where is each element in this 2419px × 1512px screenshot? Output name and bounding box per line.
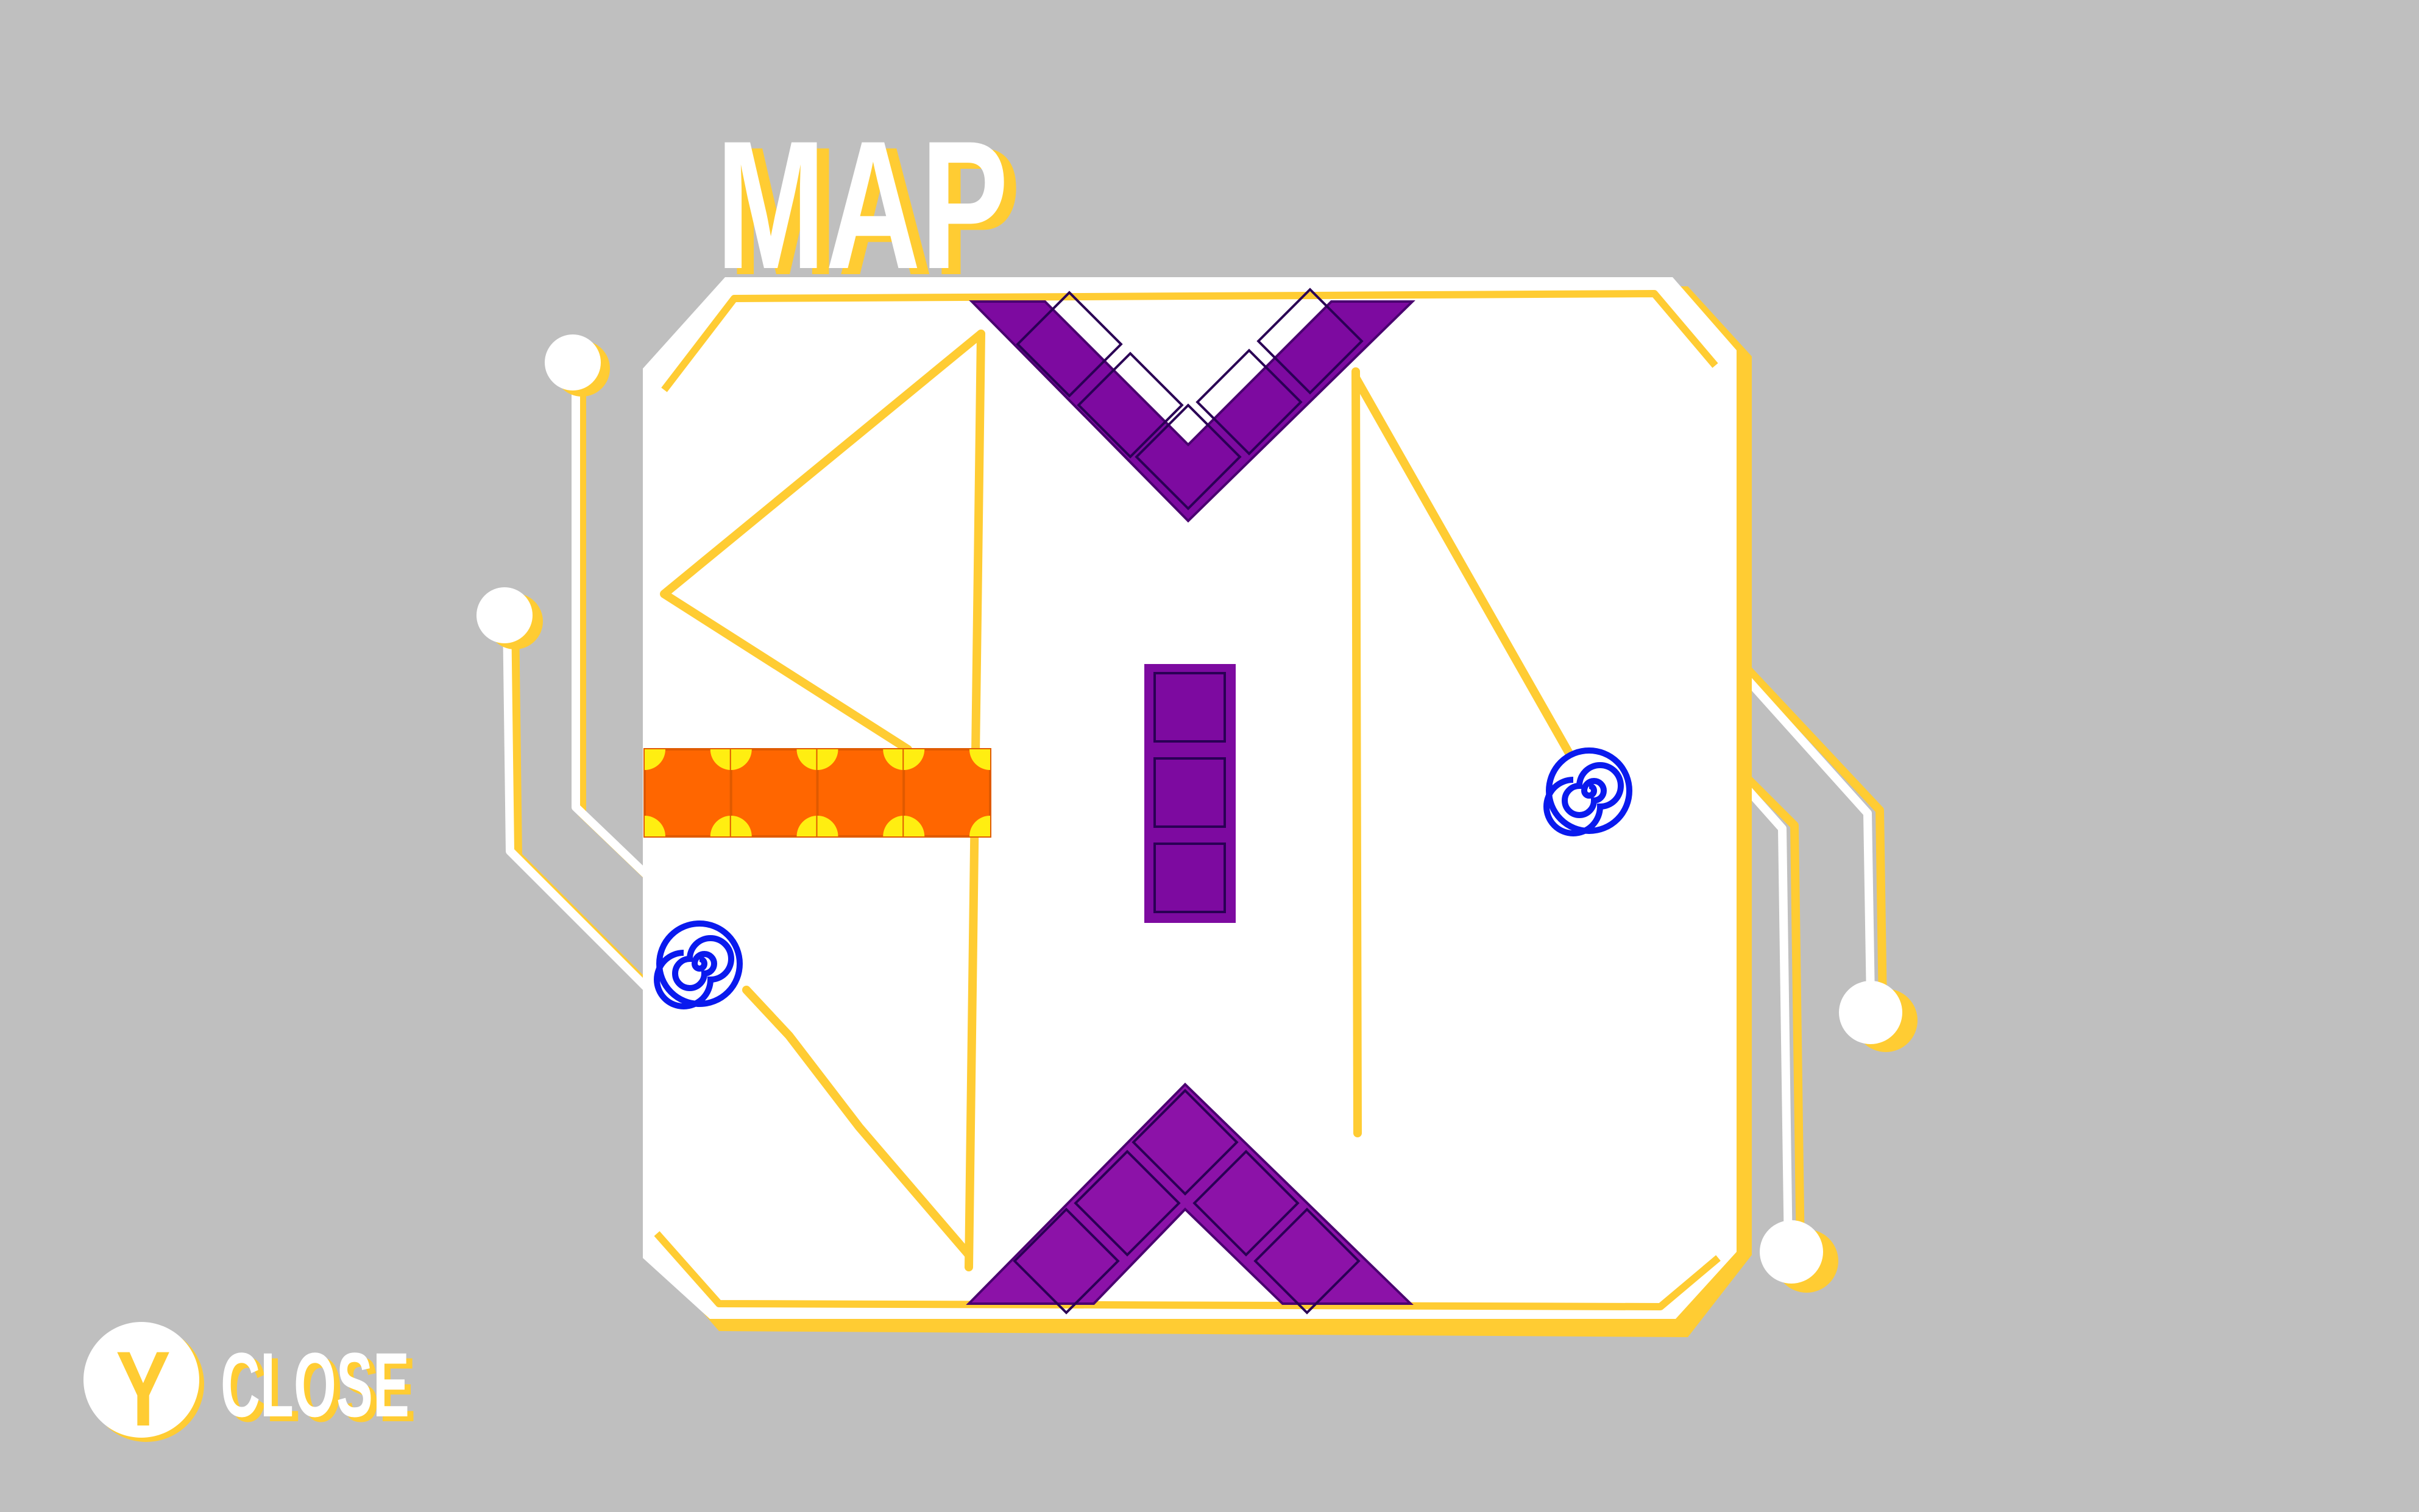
block-cell (1153, 757, 1226, 828)
circuit-node-icon (1760, 1220, 1823, 1284)
map-title-text: MAP (716, 102, 1008, 307)
block-cell (1013, 1207, 1120, 1315)
block-cell (1077, 352, 1184, 459)
orange-cell-corner (883, 816, 904, 836)
panel-trim-top (661, 290, 1718, 392)
orange-block-cell (643, 748, 732, 838)
y-button-face[interactable] (83, 1322, 199, 1438)
circuit-node-icon (545, 334, 601, 390)
purple-chevron-bottom (966, 1083, 1414, 1315)
orange-cell-corner (710, 749, 731, 770)
y-button-glyph: Y (116, 1330, 171, 1449)
block-cell (1135, 403, 1242, 510)
orange-cell-corner (796, 749, 818, 770)
orange-cell-corner (645, 749, 665, 770)
orange-cell-corner (731, 749, 752, 770)
purple-chevron-top (969, 288, 1415, 523)
track-right-diagonal (1351, 373, 1576, 763)
circuit-node-right-top (1839, 981, 1918, 1052)
portal-left (654, 920, 743, 1009)
track-left-triangle (660, 330, 985, 754)
wire-right-1 (1730, 661, 1875, 1000)
block-cell (1192, 1150, 1300, 1257)
wire-left-1 (572, 361, 652, 881)
close-label[interactable]: CLOSE (221, 1334, 409, 1436)
track-center-right (1351, 367, 1362, 1137)
orange-cell-corner (969, 816, 990, 836)
circuit-node-right-bottom (1760, 1220, 1838, 1293)
block-cell (1253, 1207, 1361, 1315)
orange-cell-corner (883, 749, 904, 770)
y-button-icon[interactable]: Y (83, 1322, 204, 1449)
block-cell (1074, 1150, 1181, 1257)
orange-cell-corner (645, 816, 665, 836)
circuit-wires-left (503, 361, 658, 996)
block-cell (1153, 672, 1226, 743)
orange-cell-corner (817, 816, 838, 836)
circuit-node-icon (1839, 981, 1902, 1044)
orange-block-row (643, 748, 991, 838)
wire-right-1-shadow (1739, 661, 1887, 1006)
close-hint[interactable]: Y CLOSE CLOSE (83, 1322, 416, 1449)
circuit-node-icon (476, 587, 533, 643)
panel-trim-bottom (654, 1231, 1721, 1310)
orange-block-cell (902, 748, 991, 838)
pillar-body (1144, 664, 1236, 923)
spiral-portal-swirl (1543, 762, 1624, 836)
wire-right-2-shadow (1740, 771, 1805, 1256)
orange-cell-corner (904, 749, 925, 770)
block-cell (1256, 288, 1364, 395)
orange-cell-corner (969, 749, 990, 770)
orange-cell-corner (817, 749, 838, 770)
chevron-top-body (969, 300, 1415, 523)
orange-cell-corner (710, 816, 731, 836)
orange-cell-corner (904, 816, 925, 836)
circuit-node-left-mid (476, 587, 543, 649)
track-lower-left (742, 986, 973, 1259)
block-cell (1153, 843, 1226, 913)
orange-block-cell (816, 748, 905, 838)
circuit-node-left-top (545, 334, 610, 397)
block-cell (1195, 348, 1303, 456)
block-cell (1016, 291, 1123, 398)
circuit-wires-right (1730, 661, 1887, 1256)
portal-right (1543, 747, 1632, 836)
spiral-portal-swirl (654, 935, 734, 1009)
purple-pillar-center (1144, 664, 1236, 923)
block-cell (1132, 1089, 1239, 1196)
chevron-bottom-body (966, 1083, 1414, 1305)
orange-cell-corner (731, 816, 752, 836)
orange-cell-corner (796, 816, 818, 836)
wire-left-2 (503, 616, 650, 991)
close-label-shadow: CLOSE (227, 1338, 416, 1441)
orange-block-cell (729, 748, 819, 838)
